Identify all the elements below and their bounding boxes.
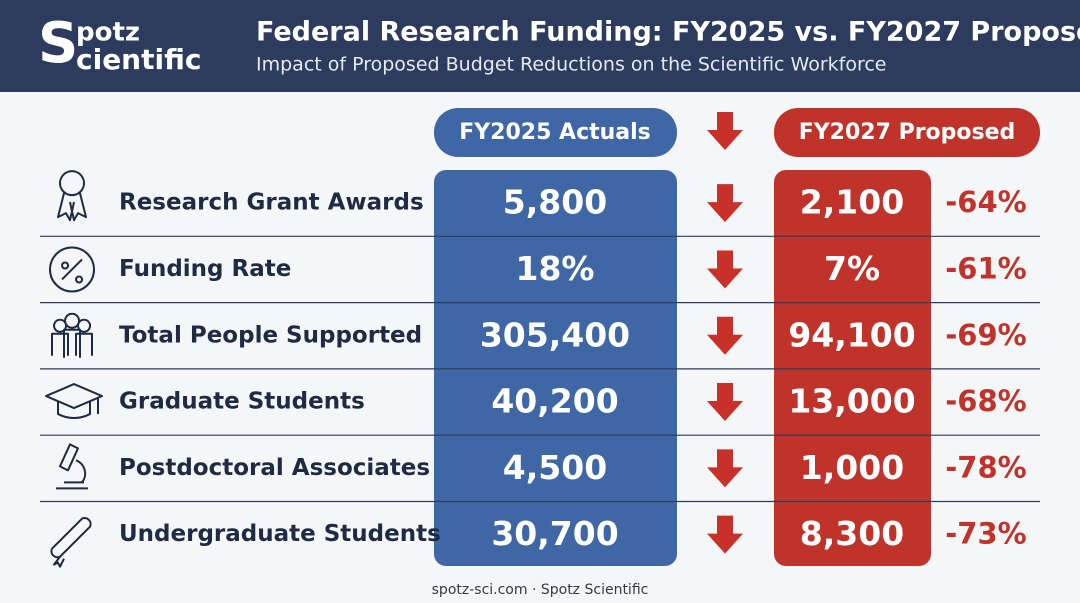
fy2025-header bbox=[434, 108, 677, 157]
change-value: -69% bbox=[945, 318, 1026, 352]
footer: spotz-sci.com · Spotz Scientific bbox=[432, 582, 649, 598]
down-arrow bbox=[707, 449, 743, 488]
subtitle: Impact of Proposed Budget Reductions on … bbox=[256, 54, 887, 76]
logo-line2: cientific bbox=[76, 43, 201, 76]
row-label: Total People Supported bbox=[119, 322, 422, 348]
row-icon bbox=[57, 170, 87, 222]
fy2025-value: 18% bbox=[516, 249, 595, 288]
column-header: FY2027 Proposed bbox=[799, 120, 1016, 145]
fy2025-value: 40,200 bbox=[491, 382, 618, 421]
down-arrow bbox=[707, 316, 743, 355]
down-arrow bbox=[707, 515, 743, 554]
change-value: -64% bbox=[945, 185, 1026, 219]
fy2025-value: 4,500 bbox=[503, 448, 607, 487]
row-label: Graduate Students bbox=[119, 389, 365, 415]
down-arrow bbox=[707, 250, 743, 289]
row-icon bbox=[45, 383, 103, 420]
fy2025-column bbox=[434, 170, 677, 566]
row-icon bbox=[50, 517, 92, 568]
change-value: -73% bbox=[945, 517, 1026, 551]
down-arrow bbox=[707, 184, 743, 223]
fy2025-value: 30,700 bbox=[491, 514, 618, 553]
change-value: -78% bbox=[945, 450, 1026, 484]
down-arrow bbox=[707, 383, 743, 422]
fy2027-value: 13,000 bbox=[788, 382, 915, 421]
fy2027-value: 1,000 bbox=[800, 448, 904, 487]
fy2027-header bbox=[774, 108, 1040, 157]
fy2027-value: 2,100 bbox=[800, 183, 904, 222]
logo-initial: S bbox=[38, 11, 78, 76]
change-value: -61% bbox=[945, 251, 1026, 285]
fy2027-column bbox=[774, 170, 931, 566]
fy2027-value: 7% bbox=[824, 249, 880, 288]
row-icon bbox=[51, 312, 93, 358]
logo-line1: potz bbox=[76, 18, 140, 48]
fy2025-value: 305,400 bbox=[480, 315, 630, 354]
row-label: Funding Rate bbox=[119, 256, 291, 282]
row-label: Postdoctoral Associates bbox=[119, 455, 430, 481]
row-label: Undergraduate Students bbox=[119, 521, 441, 547]
title: Federal Research Funding: FY2025 vs. FY2… bbox=[256, 17, 1080, 48]
row-label: Research Grant Awards bbox=[119, 190, 424, 216]
down-arrow bbox=[707, 112, 743, 150]
fy2027-value: 8,300 bbox=[800, 514, 904, 553]
row-icon bbox=[49, 246, 95, 293]
header-bar bbox=[0, 0, 1080, 92]
row-icon bbox=[56, 443, 88, 490]
change-value: -68% bbox=[945, 384, 1026, 418]
fy2027-value: 94,100 bbox=[788, 315, 915, 354]
column-header: FY2025 Actuals bbox=[459, 120, 651, 145]
fy2025-value: 5,800 bbox=[503, 183, 607, 222]
